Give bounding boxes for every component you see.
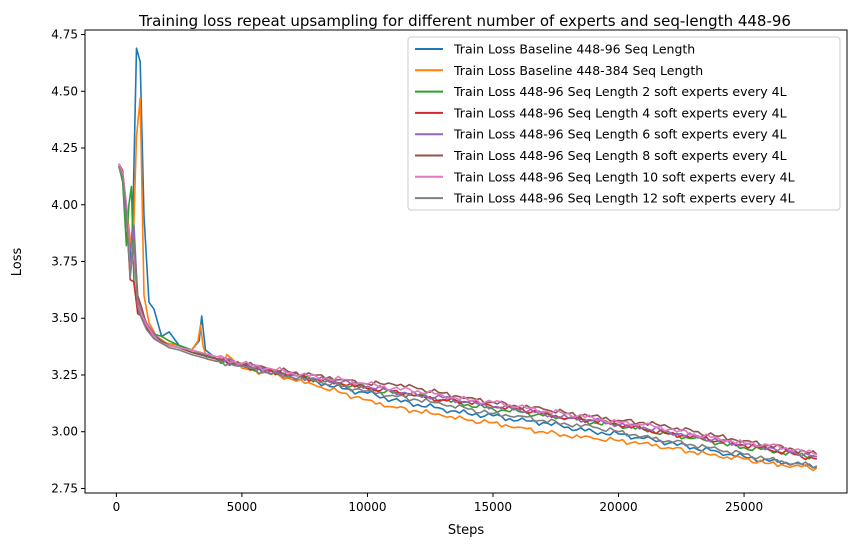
y-tick-label: 2.75 (51, 481, 78, 495)
legend-label: Train Loss 448-96 Seq Length 8 soft expe… (453, 148, 787, 163)
x-tick-label: 5000 (227, 500, 258, 514)
series-line-8 (118, 165, 818, 469)
x-axis-ticks: 0 5000 10000 15000 20000 25000 (113, 493, 763, 514)
x-tick-label: 10000 (348, 500, 386, 514)
y-tick-label: 3.75 (51, 255, 78, 269)
legend-label: Train Loss 448-96 Seq Length 2 soft expe… (453, 84, 787, 99)
x-axis-label: Steps (448, 523, 485, 538)
legend: Train Loss Baseline 448-96 Seq Length Tra… (407, 36, 841, 211)
legend-label: Train Loss 448-96 Seq Length 4 soft expe… (453, 105, 787, 120)
series-layer (118, 47, 818, 472)
x-tick-label: 20000 (599, 500, 637, 514)
legend-label: Train Loss 448-96 Seq Length 10 soft exp… (453, 169, 795, 184)
series-line-7 (118, 163, 818, 456)
y-tick-label: 3.25 (51, 368, 78, 382)
chart-title: Training loss repeat upsampling for diff… (138, 12, 791, 30)
y-tick-label: 4.25 (51, 141, 78, 155)
series-line-2 (118, 97, 818, 472)
x-tick-label: 0 (113, 500, 121, 514)
legend-label: Train Loss Baseline 448-96 Seq Length (453, 42, 695, 57)
x-tick-label: 15000 (474, 500, 512, 514)
y-tick-label: 4.75 (51, 28, 78, 42)
legend-label: Train Loss Baseline 448-384 Seq Length (453, 63, 703, 78)
x-tick-label: 25000 (725, 500, 763, 514)
legend-label: Train Loss 448-96 Seq Length 6 soft expe… (453, 127, 787, 142)
y-axis-ticks: 2.75 3.00 3.25 3.50 3.75 4.00 4.25 4.50 4.75 (51, 28, 85, 495)
legend-box (407, 36, 841, 211)
y-tick-label: 3.00 (51, 425, 78, 439)
legend-label: Train Loss 448-96 Seq Length 12 soft exp… (453, 191, 795, 206)
y-tick-label: 4.50 (51, 84, 78, 98)
y-tick-label: 3.50 (51, 311, 78, 325)
y-axis-label: Loss (10, 248, 25, 277)
y-tick-label: 4.00 (51, 198, 78, 212)
